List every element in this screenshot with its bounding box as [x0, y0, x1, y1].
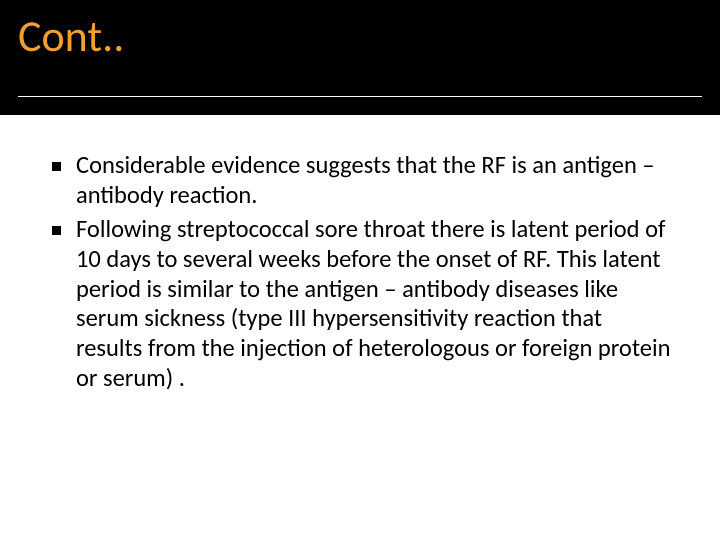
list-item: Following streptococcal sore throat ther… [48, 215, 672, 394]
bullet-marker-icon [52, 226, 61, 235]
bullet-list: Considerable evidence suggests that the … [48, 151, 672, 394]
slide-title: Cont.. [18, 12, 702, 60]
slide-content: Considerable evidence suggests that the … [0, 115, 720, 394]
bullet-marker-icon [52, 162, 61, 171]
header-divider [18, 96, 702, 97]
bullet-text: Following streptococcal sore throat ther… [76, 214, 670, 393]
bullet-text: Considerable evidence suggests that the … [76, 150, 655, 210]
list-item: Considerable evidence suggests that the … [48, 151, 672, 211]
slide-header: Cont.. [0, 0, 720, 115]
